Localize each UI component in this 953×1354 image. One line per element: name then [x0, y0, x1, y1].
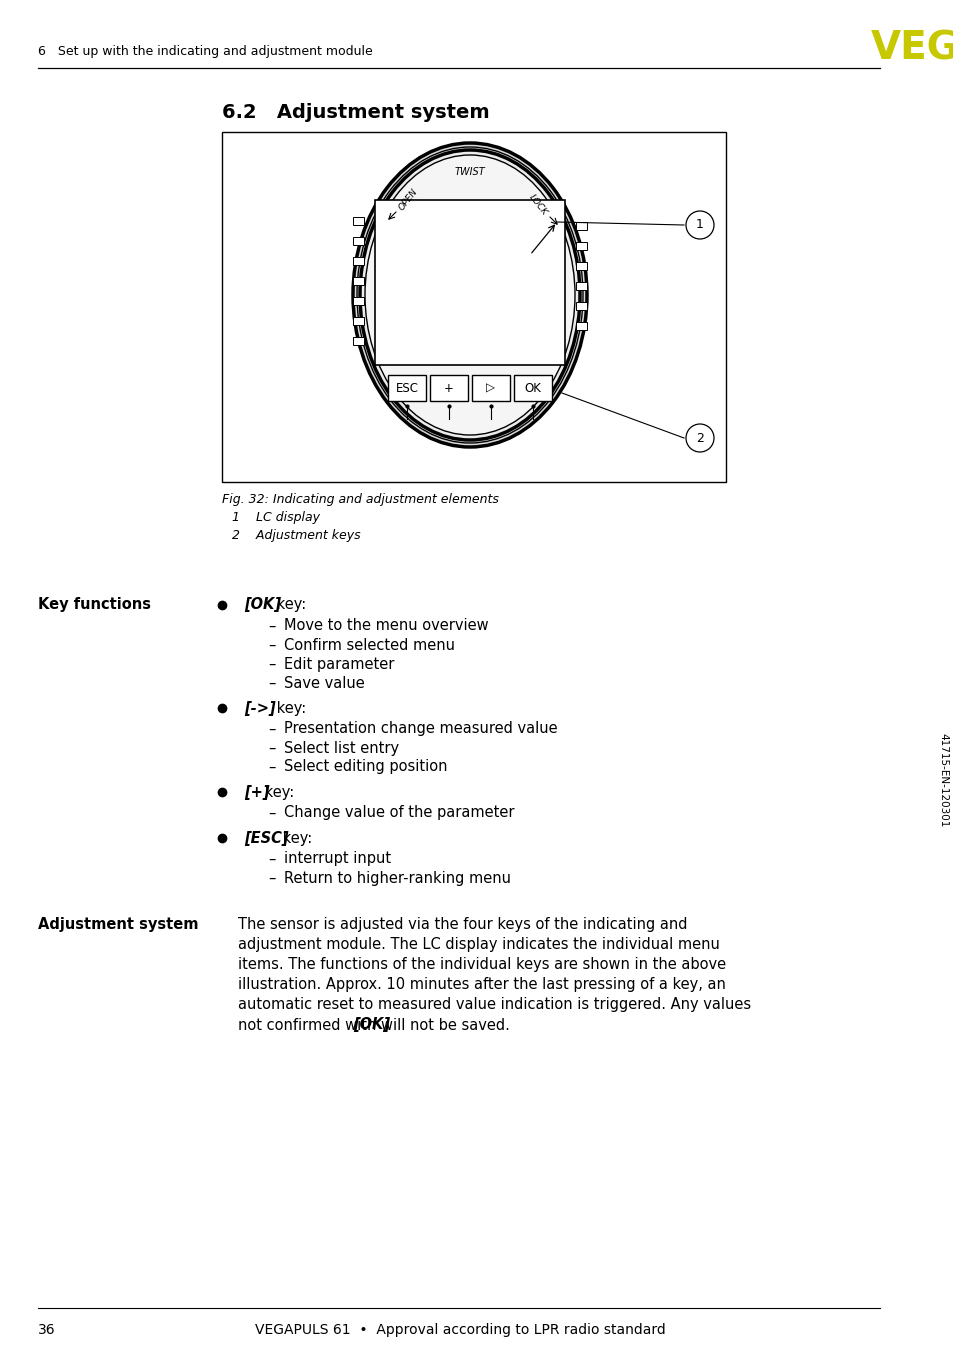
Text: 6.2   Adjustment system: 6.2 Adjustment system — [222, 103, 489, 122]
Text: –: – — [268, 657, 275, 672]
Text: VEGAPULS 61  •  Approval according to LPR radio standard: VEGAPULS 61 • Approval according to LPR … — [254, 1323, 664, 1336]
Text: [+]: [+] — [244, 784, 269, 799]
Bar — [388, 375, 426, 401]
Text: Adjustment system: Adjustment system — [38, 918, 198, 933]
Ellipse shape — [356, 148, 582, 443]
Text: [->]: [->] — [244, 700, 275, 715]
Text: will not be saved.: will not be saved. — [380, 1017, 509, 1033]
Ellipse shape — [359, 150, 579, 440]
Text: –: – — [268, 741, 275, 756]
Bar — [472, 375, 510, 401]
Text: 36: 36 — [38, 1323, 55, 1336]
Bar — [514, 375, 552, 401]
Text: –: – — [268, 871, 275, 886]
Text: –: – — [268, 806, 275, 821]
Text: key:: key: — [272, 597, 306, 612]
Text: Save value: Save value — [284, 676, 364, 691]
Text: –: – — [268, 676, 275, 691]
Text: 1: 1 — [696, 218, 703, 232]
Bar — [576, 282, 586, 290]
Text: OK: OK — [524, 382, 541, 394]
Text: adjustment module. The LC display indicates the individual menu: adjustment module. The LC display indica… — [237, 937, 720, 952]
Text: –: – — [268, 852, 275, 867]
Text: 41715-EN-120301: 41715-EN-120301 — [937, 733, 947, 827]
Text: VEGA: VEGA — [870, 28, 953, 66]
Text: 2: 2 — [696, 432, 703, 444]
Ellipse shape — [365, 154, 575, 435]
Bar — [353, 337, 364, 345]
Text: Edit parameter: Edit parameter — [284, 657, 394, 672]
Bar — [353, 278, 364, 284]
Text: Select list entry: Select list entry — [284, 741, 398, 756]
Text: Fig. 32: Indicating and adjustment elements: Fig. 32: Indicating and adjustment eleme… — [222, 493, 498, 506]
Text: key:: key: — [260, 784, 294, 799]
Text: interrupt input: interrupt input — [284, 852, 391, 867]
Bar — [353, 237, 364, 245]
Bar — [353, 297, 364, 305]
Text: key:: key: — [272, 700, 306, 715]
Text: automatic reset to measured value indication is triggered. Any values: automatic reset to measured value indica… — [237, 998, 750, 1013]
Bar — [353, 217, 364, 225]
Text: Change value of the parameter: Change value of the parameter — [284, 806, 514, 821]
Bar — [375, 200, 564, 366]
Bar — [576, 263, 586, 269]
Ellipse shape — [353, 144, 586, 447]
Bar — [576, 322, 586, 330]
Text: ESC: ESC — [395, 382, 418, 394]
Text: –: – — [268, 722, 275, 737]
Text: not confirmed with: not confirmed with — [237, 1017, 380, 1033]
Text: Move to the menu overview: Move to the menu overview — [284, 619, 488, 634]
Bar — [576, 302, 586, 310]
Text: Return to higher-ranking menu: Return to higher-ranking menu — [284, 871, 511, 886]
Bar — [353, 317, 364, 325]
Text: [OK]: [OK] — [353, 1017, 390, 1033]
Text: The sensor is adjusted via the four keys of the indicating and: The sensor is adjusted via the four keys… — [237, 918, 687, 933]
Text: Presentation change measured value: Presentation change measured value — [284, 722, 558, 737]
Text: 1    LC display: 1 LC display — [232, 512, 319, 524]
Text: +: + — [443, 382, 454, 394]
Text: Select editing position: Select editing position — [284, 760, 447, 774]
Bar — [353, 257, 364, 265]
Text: Confirm selected menu: Confirm selected menu — [284, 638, 455, 653]
Text: illustration. Approx. 10 minutes after the last pressing of a key, an: illustration. Approx. 10 minutes after t… — [237, 978, 725, 992]
Text: OPEN: OPEN — [396, 187, 418, 213]
Text: 6   Set up with the indicating and adjustment module: 6 Set up with the indicating and adjustm… — [38, 46, 373, 58]
Text: Key functions: Key functions — [38, 597, 151, 612]
Bar — [222, 131, 725, 482]
Text: ▷: ▷ — [486, 382, 495, 394]
Text: items. The functions of the individual keys are shown in the above: items. The functions of the individual k… — [237, 957, 725, 972]
Text: key:: key: — [277, 830, 312, 845]
Bar — [576, 242, 586, 250]
Text: [OK]: [OK] — [244, 597, 281, 612]
Text: –: – — [268, 638, 275, 653]
Bar — [430, 375, 468, 401]
Text: 2    Adjustment keys: 2 Adjustment keys — [232, 528, 360, 542]
Text: TWIST: TWIST — [455, 167, 485, 177]
Text: –: – — [268, 619, 275, 634]
Text: [ESC]: [ESC] — [244, 830, 288, 845]
Bar — [576, 222, 586, 230]
Text: –: – — [268, 760, 275, 774]
Text: LOCK: LOCK — [526, 192, 548, 217]
